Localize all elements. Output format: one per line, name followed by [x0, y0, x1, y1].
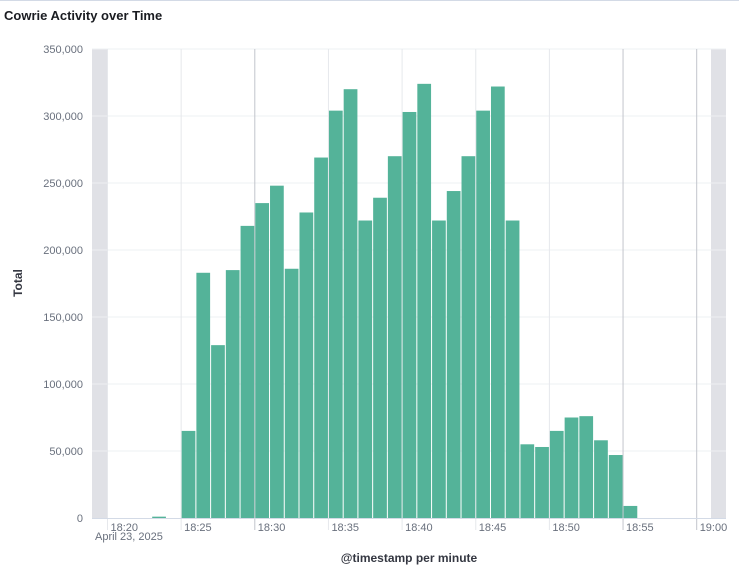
y-tick-label: 300,000 — [43, 111, 83, 123]
histogram-bar — [520, 444, 535, 518]
x-axis-date-label: April 23, 2025 — [95, 531, 163, 543]
x-tick-label: 18:50 — [552, 522, 580, 534]
x-tick-label: 18:45 — [479, 522, 507, 534]
x-tick-label: 18:20 — [111, 522, 139, 534]
histogram-bar — [211, 345, 225, 518]
x-tick-label: 18:40 — [405, 522, 433, 534]
histogram-bar — [594, 440, 608, 518]
histogram-bar — [417, 83, 432, 518]
histogram-bar — [505, 220, 520, 518]
y-axis-title: Total — [11, 269, 25, 297]
histogram-bar — [181, 430, 196, 518]
histogram-bar — [314, 157, 328, 519]
histogram-bar — [299, 212, 314, 519]
y-tick-label: 350,000 — [43, 44, 83, 56]
histogram-bar — [564, 417, 579, 518]
histogram-bar — [373, 197, 387, 519]
histogram-bar — [432, 220, 446, 518]
histogram-bar — [402, 111, 417, 518]
histogram-bar — [549, 430, 564, 518]
histogram-bar — [328, 110, 343, 518]
x-tick-label: 18:30 — [258, 522, 286, 534]
y-tick-label: 50,000 — [49, 446, 83, 458]
histogram-bar — [358, 220, 373, 518]
histogram-bar — [270, 185, 284, 518]
y-tick-label: 200,000 — [43, 245, 83, 257]
histogram-bar — [225, 270, 240, 518]
x-tick-label: 19:00 — [700, 522, 728, 534]
histogram-bar — [284, 268, 299, 518]
out-of-range-band-left — [92, 49, 107, 518]
histogram-bar — [476, 110, 490, 518]
histogram-bar — [461, 156, 476, 518]
histogram-bar — [255, 203, 270, 518]
histogram-bar — [623, 505, 638, 518]
histogram-bar — [490, 86, 505, 519]
x-tick-label: 18:35 — [331, 522, 359, 534]
histogram-bar — [608, 455, 623, 518]
y-tick-label: 100,000 — [43, 379, 83, 391]
x-axis-title: @timestamp per minute — [341, 551, 478, 565]
histogram-bar — [152, 516, 166, 518]
histogram-bar — [387, 156, 402, 518]
out-of-range-band-right — [711, 49, 726, 518]
x-tick-label: 18:55 — [626, 522, 654, 534]
y-tick-label: 250,000 — [43, 178, 83, 190]
histogram-bar — [579, 416, 594, 518]
panel-title: Cowrie Activity over Time — [4, 8, 163, 23]
histogram-bar — [196, 272, 211, 518]
y-tick-label: 0 — [77, 513, 83, 525]
histogram-bar — [535, 446, 549, 518]
histogram-bar — [343, 89, 358, 518]
panel-top-border — [0, 0, 739, 1]
histogram-bar — [240, 225, 255, 518]
y-tick-label: 150,000 — [43, 312, 83, 324]
x-tick-label: 18:25 — [184, 522, 212, 534]
histogram-bar — [446, 191, 461, 519]
